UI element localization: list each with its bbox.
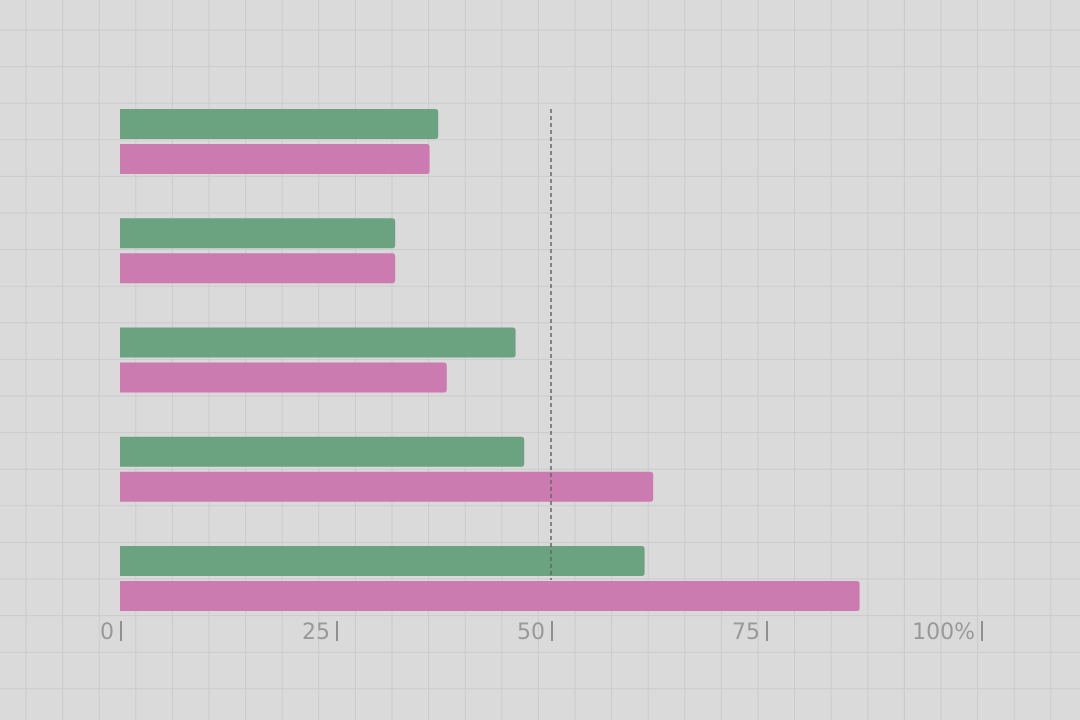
bar-series-2-row-4 (120, 471, 654, 502)
bar-series-2-row-1 (120, 144, 430, 174)
x-tick-label: 25 (302, 620, 330, 645)
x-axis: 0 25 50 75 100% (100, 620, 983, 645)
bars (120, 109, 860, 611)
bar-series-2-row-3 (120, 362, 447, 393)
x-tick-label: 0 (100, 620, 114, 645)
bar-series-1-row-2 (120, 218, 396, 249)
x-tick-label: 50 (517, 620, 545, 645)
bar-series-1-row-5 (120, 546, 645, 576)
bar-series-1-row-3 (120, 327, 516, 358)
bar-series-2-row-5 (120, 581, 860, 611)
bar-series-1-row-1 (120, 109, 439, 139)
bar-series-1-row-4 (120, 436, 525, 467)
x-tick-label: 100% (912, 620, 975, 645)
x-tick-label: 75 (732, 620, 760, 645)
bar-series-2-row-2 (120, 253, 396, 284)
